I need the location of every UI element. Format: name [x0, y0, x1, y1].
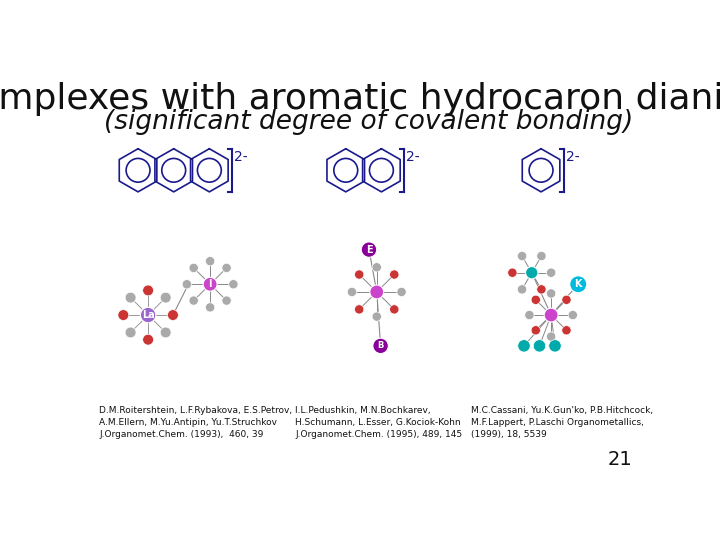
Circle shape [354, 305, 364, 314]
Circle shape [549, 340, 561, 352]
Circle shape [161, 292, 171, 303]
Circle shape [390, 305, 399, 314]
Circle shape [189, 296, 198, 305]
Circle shape [372, 312, 382, 321]
Text: I: I [208, 279, 212, 289]
Circle shape [347, 287, 356, 296]
Circle shape [525, 310, 534, 320]
Text: M.C.Cassani, Yu.K.Gun'ko, P.B.Hitchcock,
M.F.Lappert, P.Laschi Organometallics,
: M.C.Cassani, Yu.K.Gun'ko, P.B.Hitchcock,… [472, 406, 654, 438]
Text: B: B [377, 341, 384, 350]
Circle shape [562, 326, 571, 335]
Circle shape [222, 264, 231, 273]
Circle shape [518, 285, 527, 294]
Circle shape [361, 242, 377, 257]
Circle shape [508, 268, 517, 278]
Circle shape [143, 285, 153, 296]
Circle shape [203, 278, 217, 291]
Circle shape [518, 340, 530, 352]
Circle shape [182, 280, 192, 289]
Circle shape [229, 280, 238, 289]
Circle shape [531, 295, 541, 305]
Circle shape [534, 340, 546, 352]
Circle shape [526, 267, 538, 279]
Circle shape [390, 270, 399, 279]
Text: D.M.Roitershtein, L.F.Rybakova, E.S.Petrov,
A.M.Ellern, M.Yu.Antipin, Yu.T.Struc: D.M.Roitershtein, L.F.Rybakova, E.S.Petr… [99, 406, 292, 438]
Circle shape [118, 309, 129, 320]
Circle shape [518, 252, 527, 261]
Circle shape [125, 292, 136, 303]
Circle shape [531, 326, 541, 335]
Circle shape [568, 310, 577, 320]
Text: I.L.Pedushkin, M.N.Bochkarev,
H.Schumann, L.Esser, G.Kociok-Kohn
J.Organomet.Che: I.L.Pedushkin, M.N.Bochkarev, H.Schumann… [295, 406, 462, 438]
Circle shape [189, 264, 198, 273]
Circle shape [354, 270, 364, 279]
Circle shape [168, 309, 179, 320]
Circle shape [205, 303, 215, 312]
Text: 2-: 2- [406, 150, 420, 164]
Circle shape [125, 327, 136, 338]
Text: E: E [366, 245, 372, 254]
Circle shape [537, 285, 546, 294]
Text: Complexes with aromatic hydrocaron dianions: Complexes with aromatic hydrocaron diani… [0, 82, 720, 116]
Circle shape [537, 252, 546, 261]
Circle shape [143, 334, 153, 345]
Circle shape [546, 268, 556, 278]
Circle shape [373, 338, 388, 354]
Circle shape [570, 276, 587, 293]
Circle shape [397, 287, 406, 296]
Circle shape [544, 308, 558, 322]
Circle shape [370, 285, 384, 299]
Circle shape [222, 296, 231, 305]
Circle shape [372, 262, 382, 272]
Circle shape [161, 327, 171, 338]
Circle shape [546, 289, 556, 298]
Circle shape [562, 295, 571, 305]
Circle shape [546, 332, 556, 341]
Text: (significant degree of covalent bonding): (significant degree of covalent bonding) [104, 109, 634, 134]
Text: La: La [142, 310, 155, 320]
Text: 21: 21 [608, 450, 632, 469]
Circle shape [205, 256, 215, 266]
Text: 2-: 2- [234, 150, 248, 164]
Circle shape [140, 307, 156, 323]
Text: 2-: 2- [566, 150, 580, 164]
Text: K: K [575, 279, 582, 289]
